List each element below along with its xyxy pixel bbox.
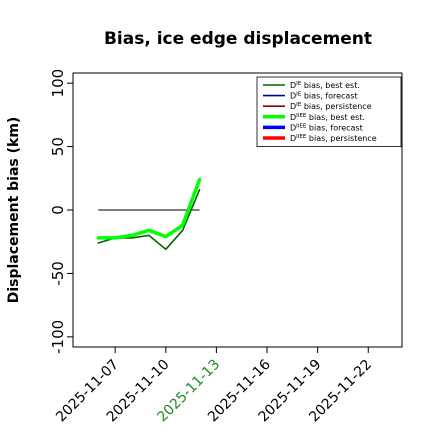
y-tick-label: 50 [49,137,67,156]
legend-entry: DIIEE bias, forecast [290,123,363,132]
legend-box [256,76,402,147]
legend-entry: DIE bias, forecast [290,92,358,101]
y-tick-label: -50 [49,261,67,286]
legend-entry: DIIEE bias, best est. [290,113,365,122]
legend-entry: DIE bias, best est. [290,81,360,90]
series-layer [96,177,202,251]
y-tick-label: 0 [49,205,67,215]
legend-entry: DIE bias, persistence [290,102,372,111]
chart-title: Bias, ice edge displacement [104,29,372,49]
y-axis-label: Displacement bias (km) [6,117,22,304]
legend-entry: DIIEE bias, persistence [290,134,377,143]
y-tick-label: -100 [49,320,67,354]
x-axis: 2025-11-072025-11-102025-11-132025-11-16… [53,347,375,425]
series-line-3 [96,177,202,240]
y-axis: -100 -50 0 50 100 [49,69,73,354]
legend: DIE bias, best est. DIE bias, forecastDIE… [256,76,402,147]
y-tick-label: 100 [49,69,67,98]
